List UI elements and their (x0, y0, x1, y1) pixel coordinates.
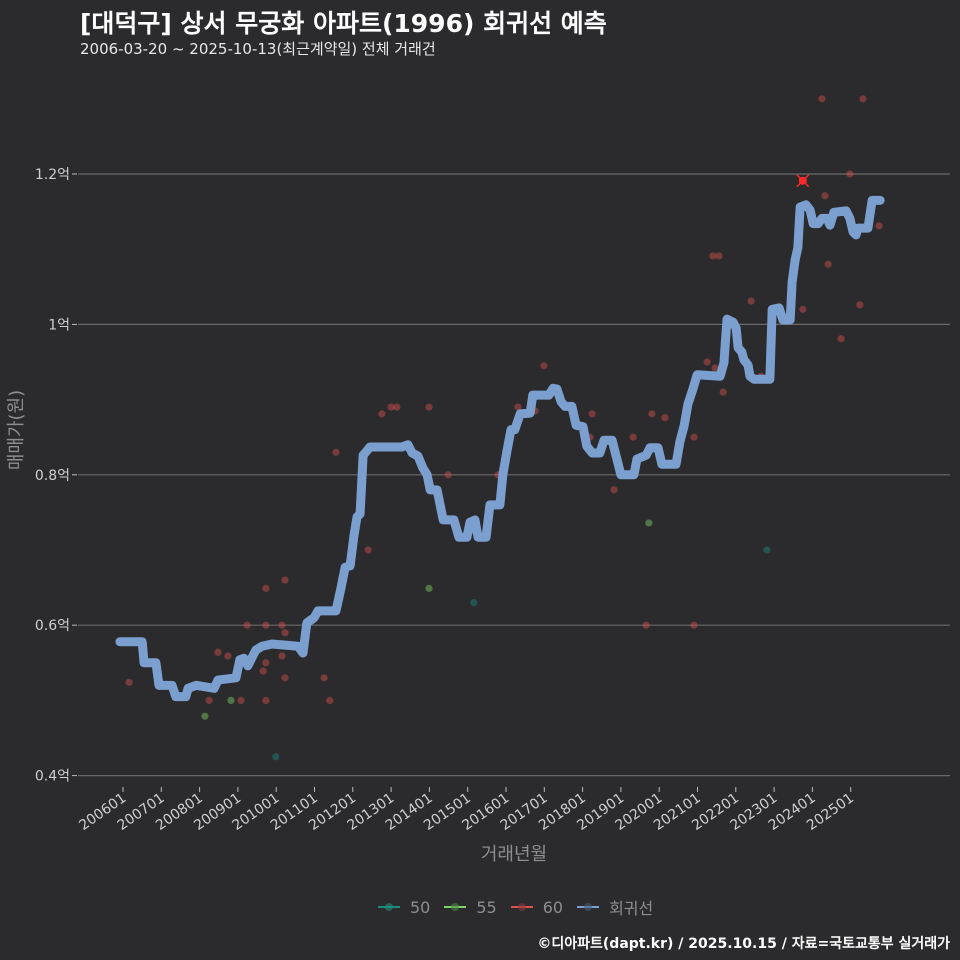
data-point-60 (278, 621, 286, 629)
x-axis-title: 거래년월 (481, 844, 547, 865)
legend-item-55: 55 (444, 897, 497, 917)
data-point-60 (859, 95, 867, 103)
chart-title: [대덕구] 상서 무궁화 아파트(1996) 회귀선 예측 (80, 9, 607, 38)
data-point-55 (645, 519, 653, 527)
legend-label: 50 (410, 897, 431, 917)
data-point-60 (425, 403, 433, 411)
legend-item-50: 50 (378, 898, 430, 917)
highlight-cross-icon (796, 174, 810, 188)
x-axis-ticks: 2006012007012008012009012010012011012012… (76, 787, 857, 834)
legend-key-55-icon (444, 901, 467, 913)
data-point-55 (227, 696, 235, 705)
highlight-point (796, 174, 810, 188)
data-point-60 (237, 696, 245, 705)
data-point-60 (540, 362, 548, 370)
regression-line (115, 195, 885, 702)
data-point-60 (262, 696, 270, 705)
gridlines (78, 173, 950, 777)
legend-label: 60 (542, 897, 564, 917)
y-tick-label: 1.2억 (35, 167, 70, 183)
data-point-60 (837, 335, 845, 343)
data-point-60 (243, 621, 251, 629)
data-point-60 (715, 252, 723, 260)
data-point-60 (214, 648, 222, 656)
data-point-60 (262, 659, 270, 667)
y-axis-title: 매매가(원) (6, 390, 27, 470)
data-point-55 (425, 584, 433, 592)
data-point-60 (364, 546, 372, 554)
data-point-60 (326, 696, 334, 705)
data-point-60 (818, 95, 826, 103)
data-point-60 (690, 621, 698, 629)
data-point-60 (719, 388, 727, 396)
y-tick-label: 0.4억 (35, 769, 70, 785)
scatter-points (125, 95, 883, 761)
data-point-60 (262, 621, 270, 629)
data-point-60 (393, 403, 401, 411)
legend-key-50-icon (378, 901, 400, 913)
y-axis-ticks: 0.4억 0.6억 0.8억 1억 1.2억 (35, 167, 77, 785)
data-point-60 (821, 192, 829, 200)
footer-credit: ©디아파트(dapt.kr) / 2025.10.15 / 자료=국토교통부 실… (537, 936, 950, 952)
data-point-60 (661, 414, 669, 422)
data-point-60 (846, 170, 854, 178)
data-point-60 (281, 674, 289, 682)
data-point-60 (259, 667, 267, 675)
y-tick-label: 0.6억 (35, 618, 70, 634)
data-point-50 (272, 753, 280, 761)
data-point-50 (470, 599, 478, 607)
legend-item-60: 60 (510, 897, 564, 917)
data-point-60 (856, 301, 864, 309)
data-point-60 (281, 576, 289, 584)
data-point-60 (875, 222, 883, 230)
data-point-60 (281, 629, 289, 637)
legend-key-regression-icon (577, 901, 600, 913)
data-point-60 (648, 410, 656, 418)
data-point-60 (747, 297, 755, 305)
data-point-50 (763, 546, 771, 554)
chart-subtitle: 2006-03-20 ~ 2025-10-13(최근계약일) 전체 거래건 (80, 40, 436, 58)
data-point-60 (690, 433, 698, 441)
regression-line-path (115, 195, 885, 702)
data-point-60 (711, 364, 719, 372)
data-point-60 (125, 678, 133, 686)
y-tick-label: 0.8억 (35, 468, 70, 484)
data-point-60 (378, 410, 386, 418)
legend-label: 55 (476, 897, 497, 917)
data-point-60 (629, 433, 637, 441)
data-point-60 (278, 652, 286, 660)
data-point-60 (703, 358, 711, 366)
legend-item-regression: 회귀선 (577, 895, 653, 919)
data-point-60 (205, 696, 213, 705)
data-point-60 (610, 486, 618, 494)
data-point-60 (332, 448, 340, 456)
legend-key-60-icon (510, 901, 533, 913)
data-point-60 (224, 652, 232, 660)
data-point-60 (642, 621, 650, 629)
y-tick-label: 1억 (48, 317, 70, 333)
data-point-60 (444, 471, 452, 479)
data-point-60 (588, 410, 596, 418)
data-point-60 (709, 252, 717, 260)
data-point-60 (262, 584, 270, 592)
data-point-60 (320, 674, 328, 682)
data-point-60 (514, 403, 522, 411)
data-point-60 (824, 260, 832, 268)
data-point-60 (387, 403, 395, 411)
legend-label: 회귀선 (609, 899, 654, 918)
legend: 50 55 60 회귀선 (378, 895, 653, 919)
data-point-55 (201, 712, 209, 720)
data-point-60 (799, 305, 807, 313)
